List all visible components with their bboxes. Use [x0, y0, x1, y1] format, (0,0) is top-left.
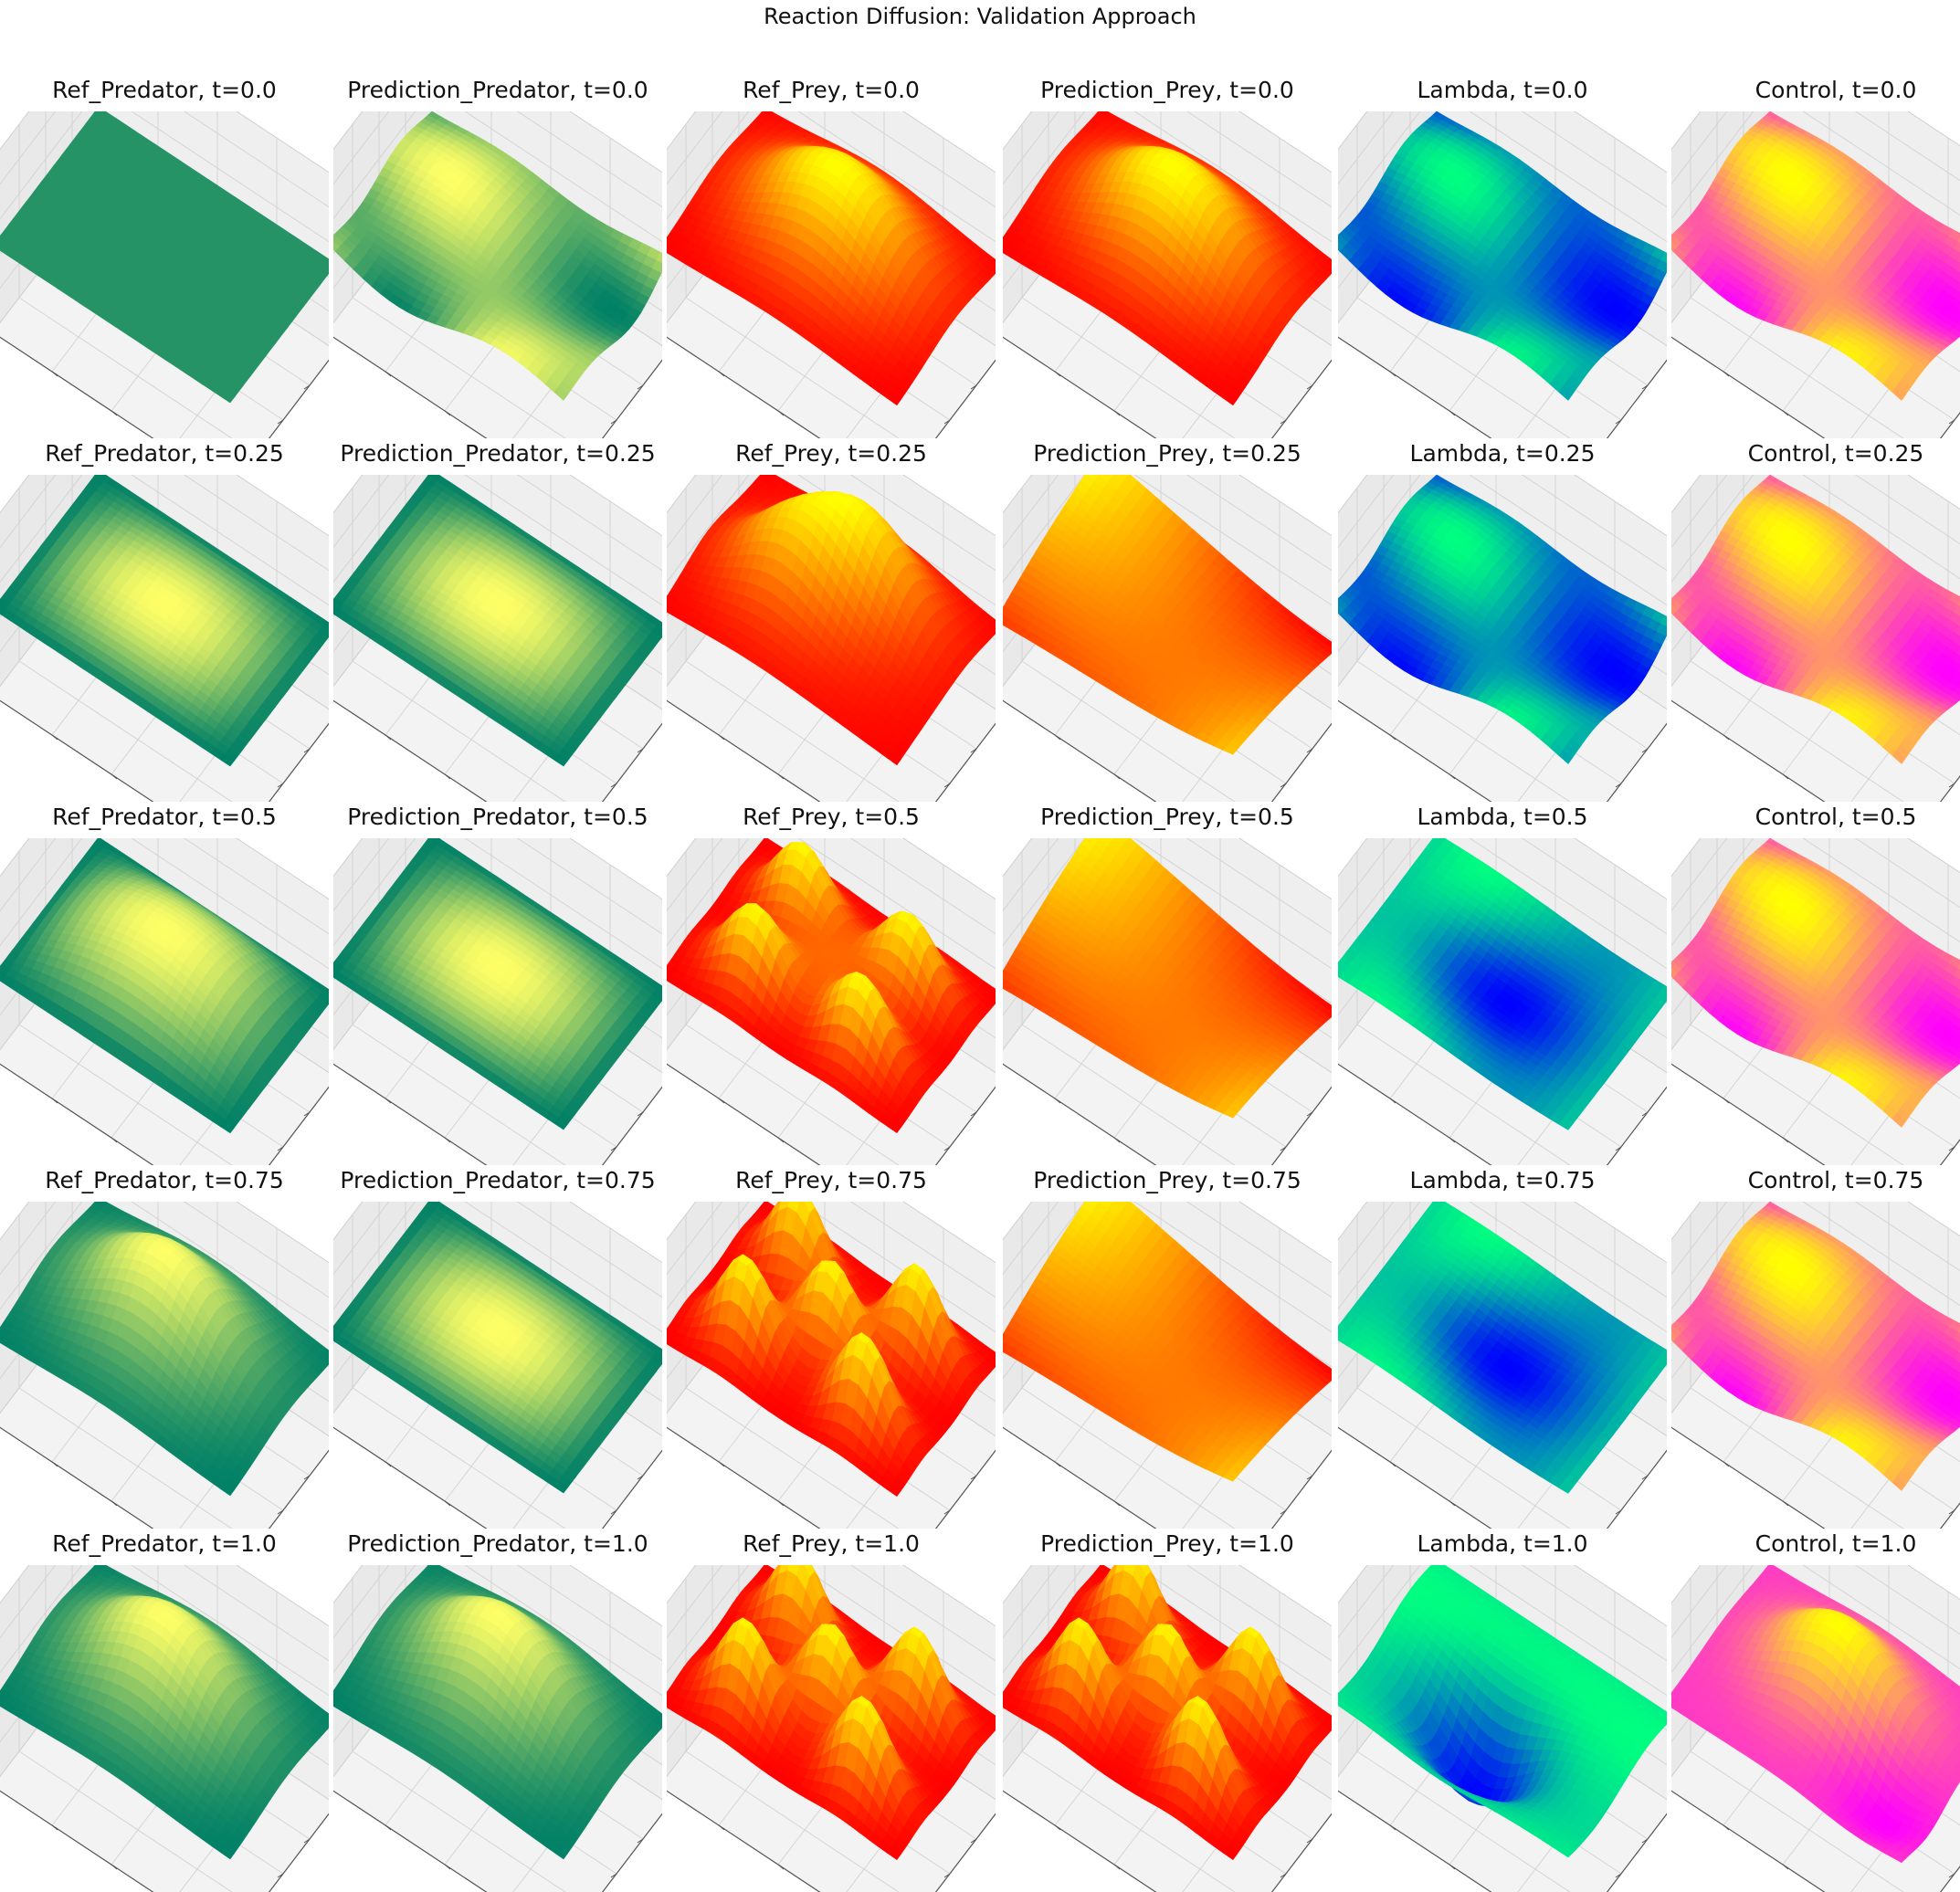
panel-title: Lambda, t=0.5: [1338, 804, 1667, 830]
surface-panel: Ref_Prey, t=0.75: [667, 1167, 996, 1529]
surface-panel: Control, t=0.75: [1671, 1167, 1960, 1529]
panel-title: Ref_Predator, t=0.25: [0, 440, 329, 467]
panel-title: Ref_Predator, t=1.0: [0, 1530, 329, 1557]
surface-plot-3d: [333, 1565, 662, 1892]
surface-panel: Ref_Predator, t=0.75: [0, 1167, 329, 1529]
panel-title: Prediction_Predator, t=0.0: [333, 77, 662, 103]
surface-panel: Prediction_Prey, t=1.0: [1003, 1530, 1332, 1892]
panel-title: Ref_Prey, t=0.25: [667, 440, 996, 467]
panel-title: Control, t=0.0: [1671, 77, 1960, 103]
surface-plot-3d: [0, 1565, 329, 1892]
surface-panel: Control, t=0.25: [1671, 440, 1960, 802]
surface-panel: Prediction_Predator, t=1.0: [333, 1530, 662, 1892]
surface-plot-3d: [1671, 1565, 1960, 1892]
panel-title: Lambda, t=0.25: [1338, 440, 1667, 467]
panel-title: Control, t=0.5: [1671, 804, 1960, 830]
surface-panel: Prediction_Predator, t=0.25: [333, 440, 662, 802]
surface-plot-3d: [333, 111, 662, 438]
surface-plot-3d: [1338, 475, 1667, 802]
surface-panel: Control, t=1.0: [1671, 1530, 1960, 1892]
surface-panel: Lambda, t=0.25: [1338, 440, 1667, 802]
surface-plot-3d: [333, 838, 662, 1165]
panel-title: Ref_Predator, t=0.75: [0, 1167, 329, 1193]
surface-panel: Prediction_Prey, t=0.25: [1003, 440, 1332, 802]
panel-title: Control, t=0.25: [1671, 440, 1960, 467]
surface-panel: Lambda, t=0.5: [1338, 804, 1667, 1165]
surface-plot-3d: [1003, 1202, 1332, 1529]
surface-plot-3d: [1003, 1565, 1332, 1892]
surface-plot-3d: [1003, 838, 1332, 1165]
surface-plot-3d: [0, 475, 329, 802]
surface-panel: Ref_Predator, t=0.0: [0, 77, 329, 438]
surface-panel: Ref_Predator, t=1.0: [0, 1530, 329, 1892]
surface-plot-3d: [1671, 1202, 1960, 1529]
surface-panel: Prediction_Predator, t=0.0: [333, 77, 662, 438]
panel-title: Ref_Prey, t=0.5: [667, 804, 996, 830]
surface-panel: Lambda, t=0.75: [1338, 1167, 1667, 1529]
surface-plot-3d: [0, 838, 329, 1165]
surface-panel: Prediction_Predator, t=0.75: [333, 1167, 662, 1529]
surface-plot-3d: [667, 838, 996, 1165]
surface-panel: Ref_Prey, t=1.0: [667, 1530, 996, 1892]
surface-plot-3d: [667, 1202, 996, 1529]
panel-title: Prediction_Predator, t=1.0: [333, 1530, 662, 1557]
surface-plot-3d: [667, 475, 996, 802]
surface-plot-3d: [667, 1565, 996, 1892]
panel-title: Lambda, t=1.0: [1338, 1530, 1667, 1557]
surface-plot-3d: [667, 111, 996, 438]
surface-panel: Control, t=0.5: [1671, 804, 1960, 1165]
surface-panel: Prediction_Prey, t=0.5: [1003, 804, 1332, 1165]
surface-panel: Lambda, t=0.0: [1338, 77, 1667, 438]
surface-panel: Prediction_Predator, t=0.5: [333, 804, 662, 1165]
panel-title: Prediction_Predator, t=0.25: [333, 440, 662, 467]
panel-title: Ref_Prey, t=0.75: [667, 1167, 996, 1193]
panel-title: Prediction_Prey, t=0.75: [1003, 1167, 1332, 1193]
panel-title: Control, t=1.0: [1671, 1530, 1960, 1557]
panel-title: Prediction_Prey, t=0.0: [1003, 77, 1332, 103]
panel-title: Control, t=0.75: [1671, 1167, 1960, 1193]
surface-panel: Ref_Prey, t=0.0: [667, 77, 996, 438]
surface-panel: Control, t=0.0: [1671, 77, 1960, 438]
surface-panel: Prediction_Prey, t=0.0: [1003, 77, 1332, 438]
surface-panel: Lambda, t=1.0: [1338, 1530, 1667, 1892]
surface-plot-3d: [1671, 475, 1960, 802]
surface-plot-3d: [333, 475, 662, 802]
surface-plot-3d: [1003, 475, 1332, 802]
surface-plot-3d: [0, 111, 329, 438]
surface-plot-3d: [1338, 838, 1667, 1165]
panel-title: Ref_Predator, t=0.0: [0, 77, 329, 103]
panel-title: Prediction_Predator, t=0.75: [333, 1167, 662, 1193]
panel-title: Prediction_Prey, t=0.5: [1003, 804, 1332, 830]
panel-title: Ref_Predator, t=0.5: [0, 804, 329, 830]
surface-plot-3d: [1003, 111, 1332, 438]
surface-panel: Ref_Predator, t=0.25: [0, 440, 329, 802]
surface-plot-3d: [1338, 111, 1667, 438]
panel-title: Prediction_Prey, t=1.0: [1003, 1530, 1332, 1557]
surface-panel: Ref_Prey, t=0.25: [667, 440, 996, 802]
surface-plot-3d: [1338, 1565, 1667, 1892]
surface-plot-3d: [1338, 1202, 1667, 1529]
panel-title: Prediction_Prey, t=0.25: [1003, 440, 1332, 467]
panel-title: Prediction_Predator, t=0.5: [333, 804, 662, 830]
panel-title: Lambda, t=0.0: [1338, 77, 1667, 103]
surface-plot-3d: [1671, 111, 1960, 438]
surface-plot-3d: [333, 1202, 662, 1529]
panel-title: Ref_Prey, t=1.0: [667, 1530, 996, 1557]
surface-panel: Ref_Prey, t=0.5: [667, 804, 996, 1165]
surface-plot-3d: [1671, 838, 1960, 1165]
panel-title: Lambda, t=0.75: [1338, 1167, 1667, 1193]
surface-plot-3d: [0, 1202, 329, 1529]
surface-panel: Prediction_Prey, t=0.75: [1003, 1167, 1332, 1529]
surface-panel: Ref_Predator, t=0.5: [0, 804, 329, 1165]
panel-title: Ref_Prey, t=0.0: [667, 77, 996, 103]
